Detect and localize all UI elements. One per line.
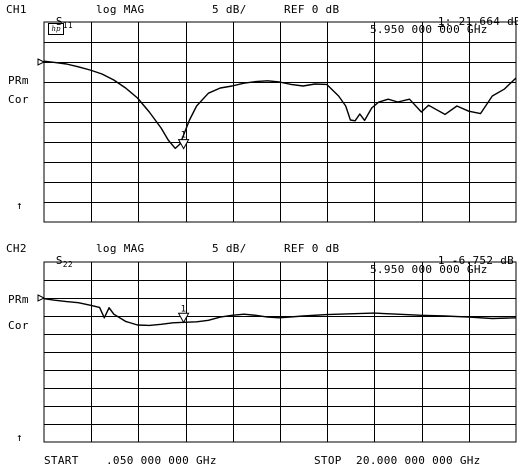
ch1-label-cor: Cor [8, 93, 29, 106]
start-frequency: .050 000 000 GHz [106, 454, 217, 467]
stop-label: STOP [314, 454, 342, 467]
ch1-parameter-sub: 11 [62, 21, 74, 30]
ch2-marker-readout: 1 -6.752 dB [424, 243, 514, 267]
ch2-marker-number: 1 [437, 254, 445, 267]
ch1-format: log MAG [96, 3, 145, 16]
ch2-label-cor: Cor [8, 319, 29, 332]
ch1-scale: 5 dB/ [212, 3, 247, 16]
hp-logo-icon: hp [48, 23, 64, 35]
ch1-marker-frequency: 5.950 000 000 GHz [370, 23, 488, 36]
ch1-reference: REF 0 dB [284, 3, 340, 16]
ch2-parameter-main: S [55, 254, 63, 267]
ch1-channel-label: CH1 [6, 3, 27, 16]
stop-frequency: 20.000 000 000 GHz [356, 454, 481, 467]
ch2-parameter: S22 [42, 243, 74, 270]
ch1-label-prm: PRm [8, 74, 29, 87]
ch2-reference-pointer-icon [37, 294, 46, 302]
ch2-trace-line [43, 298, 517, 327]
ch2-scale: 5 dB/ [212, 242, 247, 255]
ch2-channel-label: CH2 [6, 242, 27, 255]
ch2-marker-icon [177, 312, 190, 324]
start-label: START [44, 454, 79, 467]
ch1-reference-pointer-icon [37, 58, 46, 66]
ch1-arrow-icon: ↑ [16, 199, 23, 212]
ch2-marker-value: -6.752 dB [451, 254, 515, 267]
ch2-marker-label: 1 [181, 304, 186, 314]
ch1-marker-label: 1 [181, 131, 186, 141]
ch2-parameter-sub: 22 [62, 260, 74, 269]
ch2-arrow-icon: ↑ [16, 431, 23, 444]
ch2-format: log MAG [96, 242, 145, 255]
ch1-marker-icon [177, 139, 190, 150]
ch2-reference: REF 0 dB [284, 242, 340, 255]
ch1-trace-line [43, 60, 517, 150]
ch2-label-prm: PRm [8, 293, 29, 306]
ch2-marker-frequency: 5.950 000 000 GHz [370, 263, 488, 276]
